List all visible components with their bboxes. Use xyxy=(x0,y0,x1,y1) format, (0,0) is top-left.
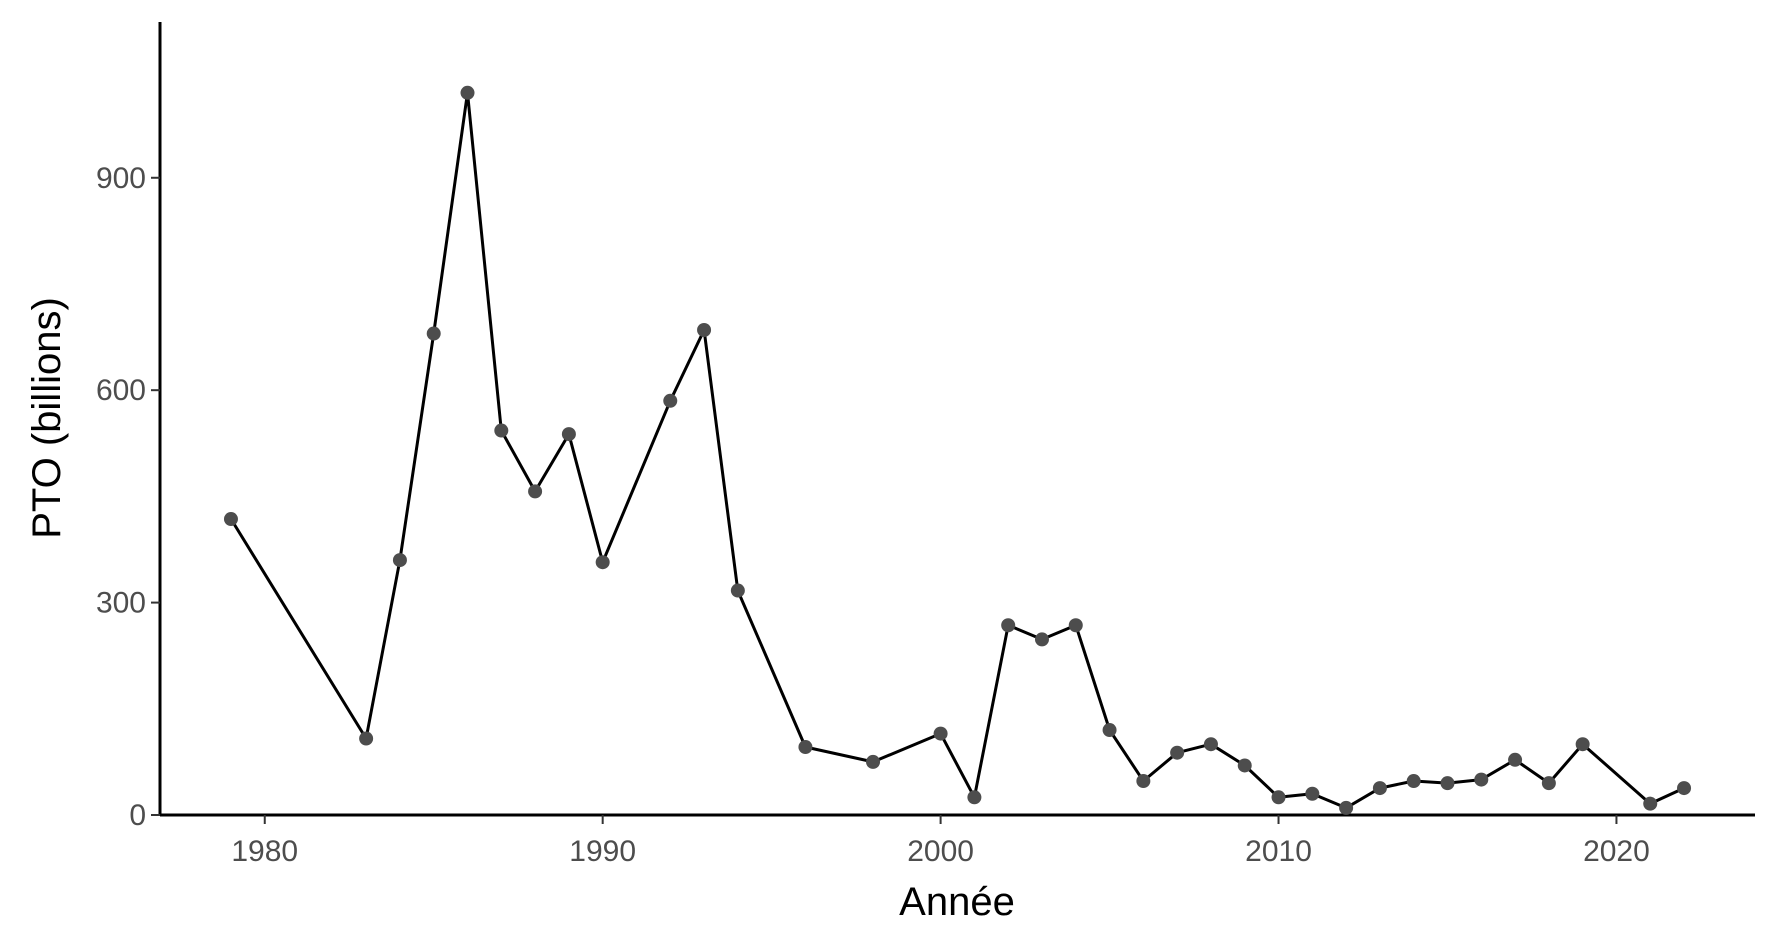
data-point xyxy=(1170,745,1185,760)
data-point xyxy=(392,553,407,568)
data-point xyxy=(426,326,441,341)
data-point xyxy=(1541,776,1556,791)
data-point xyxy=(1102,723,1117,738)
data-point xyxy=(663,393,678,408)
y-tick-label: 300 xyxy=(96,587,146,620)
data-point xyxy=(798,740,813,755)
data-point xyxy=(528,484,543,499)
axes xyxy=(158,22,1755,817)
data-point xyxy=(730,583,745,598)
x-ticks: 1980 1990 2000 2010 2020 xyxy=(231,815,1650,868)
data-point xyxy=(1271,790,1286,805)
y-ticks: 0 300 600 900 xyxy=(96,162,160,832)
data-point xyxy=(460,85,475,100)
series-line xyxy=(229,91,1685,810)
x-tick-label: 2000 xyxy=(907,835,974,868)
data-point xyxy=(1575,737,1590,752)
x-tick-label: 2010 xyxy=(1245,835,1312,868)
data-point xyxy=(1305,786,1320,801)
data-point xyxy=(561,427,576,442)
y-axis-title: PTO (billions) xyxy=(25,297,69,539)
data-point xyxy=(1440,776,1455,791)
data-point xyxy=(1237,758,1252,773)
data-point xyxy=(697,322,712,337)
data-point xyxy=(1508,752,1523,767)
data-point xyxy=(866,754,881,769)
data-point xyxy=(933,726,948,741)
series xyxy=(229,91,1685,810)
x-tick-label: 1980 xyxy=(231,835,298,868)
data-point xyxy=(1677,781,1692,796)
y-tick-label: 900 xyxy=(96,162,146,195)
data-point xyxy=(595,555,610,570)
x-tick-label: 2020 xyxy=(1583,835,1650,868)
data-point xyxy=(494,423,509,438)
data-point xyxy=(1001,618,1016,633)
data-point xyxy=(1372,781,1387,796)
data-point xyxy=(1034,632,1049,647)
x-tick-label: 1990 xyxy=(569,835,636,868)
y-tick-label: 600 xyxy=(96,374,146,407)
data-point xyxy=(1643,796,1658,811)
data-point xyxy=(1068,618,1083,633)
data-point xyxy=(967,790,982,805)
data-point xyxy=(1474,772,1489,787)
data-point xyxy=(1406,774,1421,789)
data-point xyxy=(1339,800,1354,815)
data-point xyxy=(1203,737,1218,752)
y-tick-label: 0 xyxy=(129,799,146,832)
data-points xyxy=(223,85,1692,815)
x-axis-title: Année xyxy=(899,880,1015,924)
data-point xyxy=(359,731,374,746)
data-point xyxy=(1136,774,1151,789)
data-point xyxy=(223,512,238,527)
